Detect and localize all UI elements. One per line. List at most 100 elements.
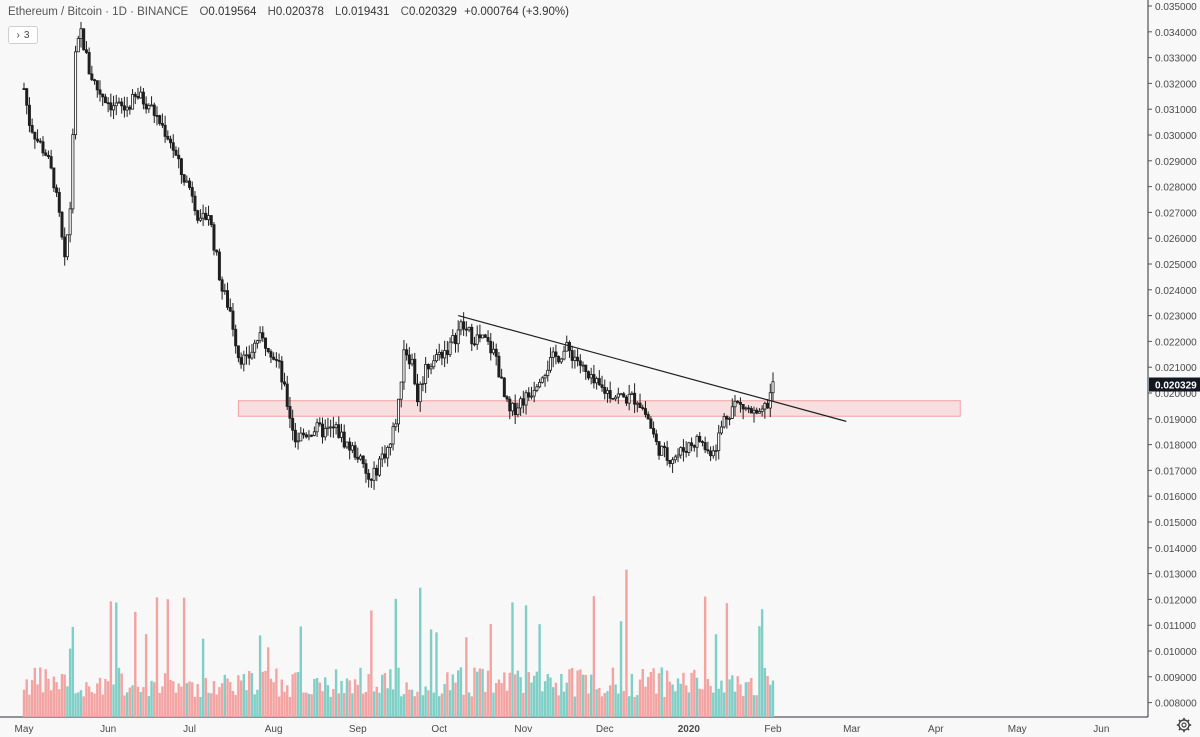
candle-body — [684, 450, 688, 453]
volume-bar — [755, 695, 758, 717]
volume-bar — [516, 670, 520, 717]
volume-bar — [731, 675, 734, 717]
time-tick-label: 2020 — [678, 724, 701, 735]
volume-bar — [579, 669, 582, 717]
candle-body — [247, 354, 251, 359]
candle-body — [426, 364, 430, 370]
volume-bar — [551, 687, 555, 717]
candle-body — [733, 400, 737, 408]
candle-body — [152, 104, 156, 116]
candle-body — [573, 356, 577, 361]
price-tick-label: 0.018000 — [1155, 441, 1197, 452]
volume-bar — [513, 674, 517, 717]
candle-body — [521, 398, 525, 406]
candle-body — [163, 124, 167, 137]
gear-icon[interactable] — [1176, 717, 1192, 733]
candle-body — [147, 105, 151, 110]
candle-body — [717, 432, 721, 451]
volume-bar — [362, 693, 365, 717]
candle-body — [657, 441, 661, 456]
open-value: 0.019564 — [208, 6, 257, 18]
candle-body — [681, 447, 685, 452]
volume-bar — [115, 602, 118, 717]
candle-body — [103, 96, 107, 104]
candle-body — [486, 337, 490, 342]
support-zone[interactable] — [237, 400, 961, 417]
candle-body — [321, 423, 325, 438]
candle-body — [179, 158, 183, 176]
volume-bar — [47, 678, 50, 717]
candle-body — [277, 360, 281, 362]
volume-bar — [603, 692, 606, 717]
candle-body — [391, 426, 395, 445]
candle-body — [652, 427, 656, 435]
volume-bar — [93, 693, 96, 717]
volume-bar — [679, 683, 682, 717]
low-value: 0.019431 — [341, 6, 390, 18]
candle-body — [356, 456, 360, 460]
time-tick-label: May — [1008, 724, 1027, 735]
chevron-right-icon: › — [16, 29, 20, 41]
candle-body — [348, 441, 352, 451]
volume-bar — [717, 688, 720, 717]
candle-body — [239, 357, 243, 365]
volume-bar — [394, 598, 397, 717]
candle-body — [527, 392, 531, 398]
price-tick-label: 0.014000 — [1155, 544, 1197, 555]
volume-bar — [185, 683, 189, 717]
volume-bar — [55, 682, 58, 717]
volume-bar — [337, 693, 340, 717]
candle-body — [760, 408, 764, 412]
candle-body — [603, 387, 607, 394]
candle-body — [63, 236, 67, 258]
candle-body — [654, 433, 658, 442]
volume-bar — [193, 696, 197, 717]
time-tick-label: Jun — [100, 724, 116, 735]
candle-body — [548, 357, 552, 371]
volume-bar — [763, 667, 767, 717]
volume-bar — [432, 692, 435, 717]
volume-bar — [535, 671, 539, 717]
volume-bar — [546, 674, 549, 717]
symbol-header: Ethereum / Bitcoin · 1D · BINANCE O0.019… — [8, 6, 569, 18]
volume-bar — [427, 690, 430, 717]
volume-bar — [443, 684, 446, 717]
candle-body — [25, 88, 29, 106]
volume-bar — [750, 678, 753, 717]
volume-bar — [573, 696, 577, 717]
volume-bar — [324, 677, 327, 717]
candle-body — [68, 208, 72, 236]
volume-bar — [340, 680, 343, 717]
volume-bar — [318, 682, 322, 717]
candle-body — [177, 154, 181, 160]
volume-bar — [728, 679, 731, 717]
candle-body — [109, 102, 113, 111]
price-tick-label: 0.020000 — [1155, 389, 1197, 400]
candle-body — [361, 455, 365, 465]
price-tick-label: 0.008000 — [1155, 699, 1197, 710]
candle-body — [611, 397, 615, 400]
volume-bar — [690, 672, 693, 717]
volume-bar — [239, 680, 243, 717]
candle-body — [188, 180, 192, 188]
candle-body — [576, 356, 580, 362]
time-tick-label: May — [15, 724, 34, 735]
volume-bar — [462, 694, 465, 717]
volume-bar — [400, 696, 403, 717]
volume-bar — [90, 692, 94, 717]
candle-body — [269, 351, 273, 358]
volume-bar — [625, 569, 628, 717]
candle-body — [399, 381, 403, 400]
price-tick-label: 0.022000 — [1155, 337, 1197, 348]
volume-bar — [261, 671, 265, 717]
candle-body — [331, 426, 335, 429]
volume-bar — [177, 683, 180, 717]
indicator-toggle-button[interactable]: › 3 — [8, 26, 38, 44]
volume-bar — [256, 689, 259, 717]
volume-bar — [125, 692, 129, 717]
candle-body — [198, 217, 202, 221]
volume-bar — [85, 682, 88, 717]
trendline[interactable] — [458, 315, 847, 422]
volume-bar — [481, 668, 484, 717]
